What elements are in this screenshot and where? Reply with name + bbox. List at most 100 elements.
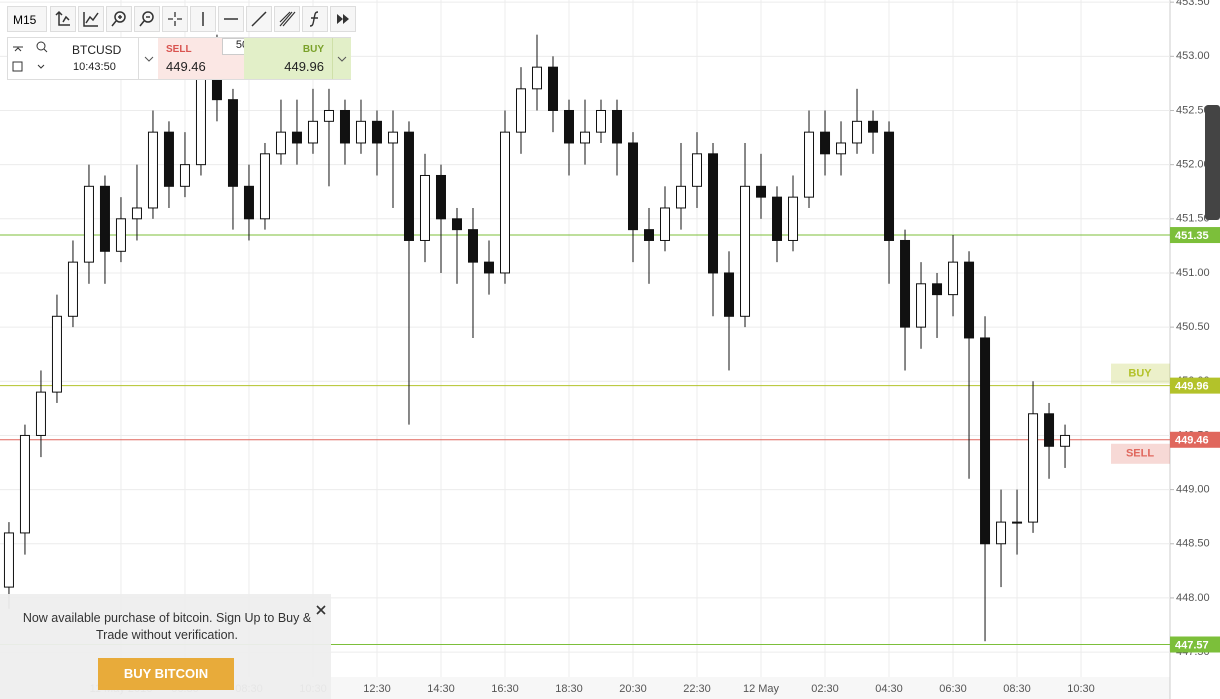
side-panel[interactable] (1205, 105, 1220, 220)
candle-body (419, 174, 430, 241)
zoom-in-button[interactable] (106, 6, 132, 32)
zoom-out-button[interactable] (134, 6, 160, 32)
candle-body (195, 77, 206, 166)
candle-body (387, 131, 398, 144)
candle-body (35, 391, 46, 436)
x-tick-label: 14:30 (427, 683, 455, 695)
candle-body (692, 153, 703, 187)
candle-body (1028, 413, 1039, 523)
candle-body (868, 120, 879, 133)
candle-body (836, 142, 847, 155)
candle-body (676, 185, 687, 209)
candle-body (724, 272, 735, 317)
level-tag-label: 449.46 (1175, 435, 1209, 447)
dropdown[interactable] (332, 38, 351, 79)
candle-body (644, 229, 655, 241)
trendline-button[interactable] (246, 6, 272, 32)
candle-body (708, 153, 719, 274)
candle-body (804, 131, 815, 198)
candle-body (243, 185, 254, 220)
x-tick-label: 06:30 (939, 683, 967, 695)
symbol: BTCUSD (72, 43, 122, 57)
tool-button[interactable] (78, 6, 104, 32)
buy-button[interactable]: BUY 449.96 (244, 38, 332, 79)
candle-body (547, 66, 558, 111)
candle-body (996, 521, 1007, 545)
candle-body (67, 261, 78, 317)
candle-body (307, 120, 318, 144)
function-button[interactable] (302, 6, 328, 32)
vline-button[interactable] (190, 6, 216, 32)
sell-price: 449.46 (166, 59, 206, 74)
candle-body (740, 185, 751, 317)
channel-button[interactable] (274, 6, 300, 32)
dropdown[interactable] (138, 38, 159, 79)
y-tick-label: 449.00 (1176, 484, 1210, 496)
forward-button[interactable] (330, 6, 356, 32)
candle-body (515, 88, 526, 133)
level-tag (1170, 431, 1220, 448)
hline-button[interactable] (218, 6, 244, 32)
y-tick-label: 451.50 (1176, 213, 1210, 225)
candle-body (19, 434, 30, 534)
level-name: SELL (1126, 448, 1154, 460)
x-tick-label: 04:30 (875, 683, 903, 695)
timeframe: M15 (13, 13, 37, 27)
close-button[interactable] (315, 604, 327, 616)
candle-body (483, 261, 494, 274)
candle-body (964, 261, 975, 339)
level-tag (1170, 227, 1220, 244)
candle-body (612, 109, 623, 144)
level-tag-label: 447.57 (1175, 639, 1209, 651)
candle-body (916, 283, 927, 328)
buy-label: BUY (302, 44, 324, 55)
candle-body (115, 218, 126, 252)
buy-bitcoin-button[interactable]: BUY BITCOIN (98, 658, 234, 690)
candle-body (467, 229, 478, 263)
notice-text: Now available purchase of bitcoin. Sign … (22, 611, 312, 642)
candle-body (980, 337, 991, 545)
level-name: BUY (1128, 368, 1152, 380)
candle-body (435, 174, 446, 220)
candle-body (628, 142, 639, 231)
sell-label: SELL (166, 44, 192, 55)
candle-body (1060, 434, 1071, 447)
x-tick-label: 20:30 (619, 683, 647, 695)
y-tick-label: 452.00 (1176, 159, 1210, 171)
x-tick-label: 10:30 (1067, 683, 1095, 695)
x-tick-label: 12 May (743, 683, 780, 695)
candle-body (227, 99, 238, 187)
candle-body (1044, 413, 1055, 447)
level-tag (1170, 377, 1220, 394)
y-tick-label: 452.50 (1176, 104, 1210, 116)
crosshair-button[interactable] (162, 6, 188, 32)
candle-body (259, 153, 270, 220)
candle-body (403, 131, 414, 241)
candle-body (163, 131, 174, 187)
x-tick-label: 18:30 (555, 683, 583, 695)
candle-body (211, 77, 222, 101)
candle-body (51, 315, 62, 393)
candle-body (900, 239, 911, 328)
level-tag-label: 451.35 (1175, 230, 1209, 242)
candle-body (499, 131, 510, 274)
candle-body (451, 218, 462, 231)
tool-button[interactable] (50, 6, 76, 32)
level-name-box (1111, 443, 1170, 464)
level-name-box (1111, 363, 1170, 384)
y-tick-label: 453.50 (1176, 0, 1210, 8)
candle-body (83, 185, 94, 263)
level-tag (1170, 636, 1220, 653)
x-tick-label: 02:30 (811, 683, 839, 695)
candle-body (355, 120, 366, 144)
candle-body (660, 207, 671, 241)
timeframe-button[interactable]: M15 (7, 6, 47, 32)
candle-body (3, 532, 14, 588)
x-tick-label: 12:30 (363, 683, 391, 695)
candle-body (371, 120, 382, 144)
promo-notice: Now available purchase of bitcoin. Sign … (0, 594, 331, 699)
candle-body (275, 131, 286, 155)
candle-body (531, 66, 542, 90)
clock: 10:43:50 (73, 61, 116, 73)
